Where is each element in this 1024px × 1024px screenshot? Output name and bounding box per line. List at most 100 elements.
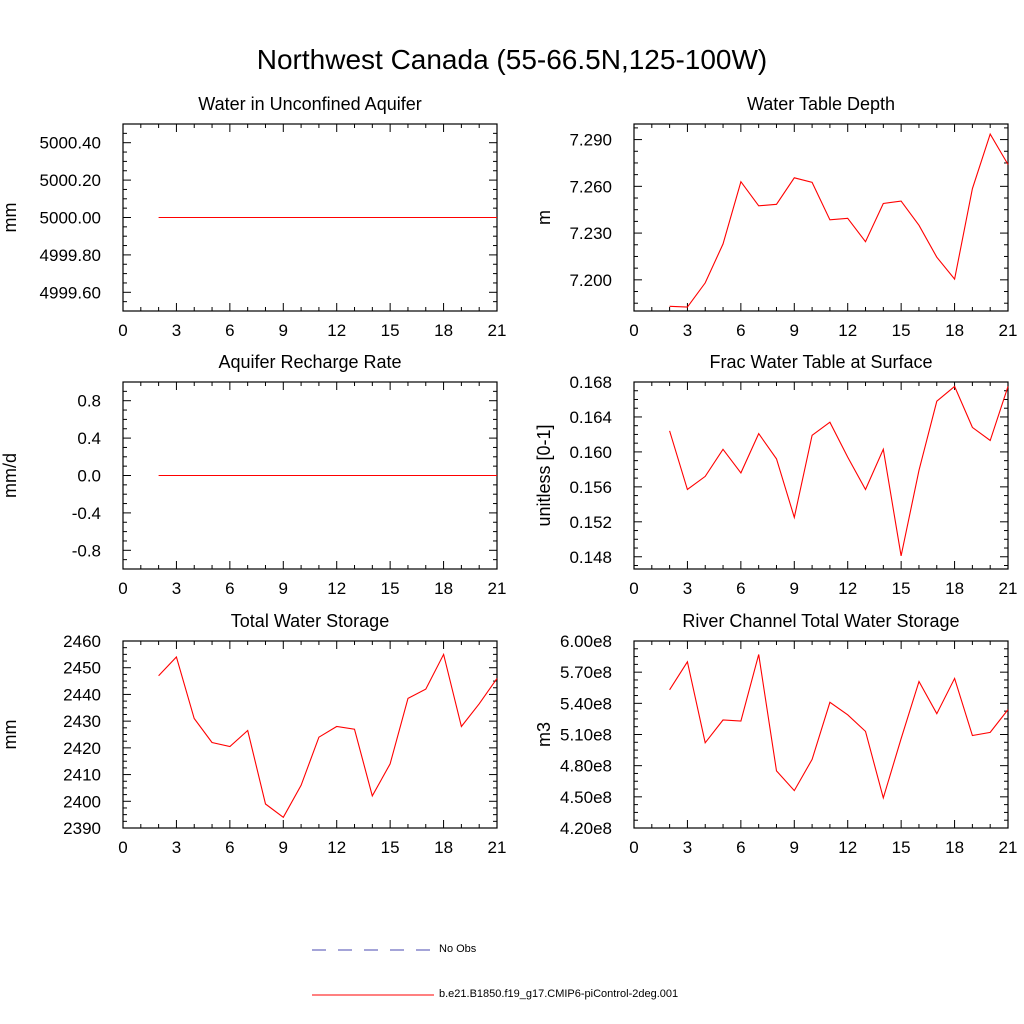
y-axis-label: mm bbox=[0, 720, 20, 750]
x-tick-label: 3 bbox=[172, 579, 181, 598]
panel-title: Water Table Depth bbox=[747, 94, 895, 114]
x-tick-label: 9 bbox=[279, 321, 288, 340]
y-tick-label: 5.70e8 bbox=[560, 663, 612, 682]
x-tick-label: 0 bbox=[629, 838, 638, 857]
x-tick-label: 21 bbox=[488, 321, 507, 340]
y-tick-label: 2450 bbox=[63, 659, 101, 678]
x-tick-label: 9 bbox=[279, 579, 288, 598]
y-axis-label: mm/d bbox=[0, 453, 20, 498]
y-tick-label: 2390 bbox=[63, 819, 101, 838]
x-tick-label: 6 bbox=[225, 321, 234, 340]
y-tick-label: 4.50e8 bbox=[560, 788, 612, 807]
x-tick-label: 6 bbox=[736, 579, 745, 598]
x-tick-label: 21 bbox=[999, 838, 1018, 857]
x-tick-label: 9 bbox=[790, 321, 799, 340]
y-tick-label: 5000.00 bbox=[40, 209, 101, 228]
x-tick-label: 9 bbox=[790, 579, 799, 598]
y-tick-label: 0.160 bbox=[569, 443, 612, 462]
x-tick-label: 18 bbox=[945, 838, 964, 857]
x-tick-label: 0 bbox=[118, 838, 127, 857]
y-tick-label: 2430 bbox=[63, 712, 101, 731]
x-tick-label: 21 bbox=[999, 579, 1018, 598]
y-axis-label: m bbox=[534, 210, 554, 225]
x-tick-label: 15 bbox=[381, 321, 400, 340]
x-tick-label: 0 bbox=[118, 579, 127, 598]
y-tick-label: 7.200 bbox=[569, 271, 612, 290]
series-line bbox=[669, 654, 1009, 800]
x-tick-label: 18 bbox=[945, 579, 964, 598]
series-line bbox=[669, 385, 1009, 557]
x-tick-label: 15 bbox=[381, 579, 400, 598]
x-tick-label: 12 bbox=[327, 579, 346, 598]
x-tick-label: 15 bbox=[381, 838, 400, 857]
y-tick-label: 4.20e8 bbox=[560, 819, 612, 838]
x-tick-label: 6 bbox=[225, 838, 234, 857]
x-tick-label: 12 bbox=[327, 321, 346, 340]
panel-title: Aquifer Recharge Rate bbox=[218, 352, 401, 372]
y-tick-label: 7.290 bbox=[569, 131, 612, 150]
legend-obs-line bbox=[312, 949, 434, 951]
y-tick-label: 4999.80 bbox=[40, 246, 101, 265]
y-axis-label: mm bbox=[0, 203, 20, 233]
y-tick-label: 5000.40 bbox=[40, 134, 101, 153]
y-tick-label: 7.260 bbox=[569, 177, 612, 196]
y-tick-label: 0.152 bbox=[569, 513, 612, 532]
plot-frame bbox=[633, 381, 1009, 570]
x-tick-label: 3 bbox=[172, 321, 181, 340]
panel-6: River Channel Total Water Storage 0 3 6 9 12 1… bbox=[534, 611, 1017, 857]
y-tick-label: 0.8 bbox=[77, 392, 101, 411]
y-tick-label: 4999.60 bbox=[40, 283, 101, 302]
y-tick-label: 0.0 bbox=[77, 467, 101, 486]
y-tick-label: 4.80e8 bbox=[560, 757, 612, 776]
x-tick-label: 9 bbox=[790, 838, 799, 857]
series-line bbox=[158, 652, 498, 819]
series-line bbox=[669, 132, 1009, 308]
y-tick-label: -0.4 bbox=[72, 504, 101, 523]
x-tick-label: 18 bbox=[434, 321, 453, 340]
y-tick-label: 0.4 bbox=[77, 429, 101, 448]
plot-frame bbox=[122, 640, 498, 829]
x-tick-label: 15 bbox=[892, 321, 911, 340]
y-tick-label: 2410 bbox=[63, 766, 101, 785]
x-tick-label: 6 bbox=[736, 321, 745, 340]
y-axis-label: m3 bbox=[534, 722, 554, 747]
x-tick-label: 3 bbox=[683, 838, 692, 857]
plot-frame bbox=[633, 640, 1009, 829]
x-tick-label: 15 bbox=[892, 838, 911, 857]
y-tick-label: 0.164 bbox=[569, 408, 612, 427]
x-tick-label: 15 bbox=[892, 579, 911, 598]
y-tick-label: 5000.20 bbox=[40, 171, 101, 190]
y-tick-label: 2400 bbox=[63, 792, 101, 811]
x-tick-label: 9 bbox=[279, 838, 288, 857]
x-tick-label: 3 bbox=[683, 579, 692, 598]
x-tick-label: 0 bbox=[118, 321, 127, 340]
main-title: Northwest Canada (55-66.5N,125-100W) bbox=[256, 44, 768, 75]
legend-obs-label: No Obs bbox=[439, 943, 477, 955]
y-tick-label: 2440 bbox=[63, 685, 101, 704]
y-tick-label: 0.168 bbox=[569, 373, 612, 392]
y-tick-label: 7.230 bbox=[569, 224, 612, 243]
x-tick-label: 3 bbox=[172, 838, 181, 857]
panel-1: Water in Unconfined Aquifer 0 3 6 9 12 15 18 21 4… bbox=[0, 94, 506, 340]
x-tick-label: 6 bbox=[225, 579, 234, 598]
plot-frame bbox=[633, 123, 1009, 312]
x-tick-label: 18 bbox=[945, 321, 964, 340]
x-tick-label: 6 bbox=[736, 838, 745, 857]
panel-title: Frac Water Table at Surface bbox=[709, 352, 932, 372]
x-tick-label: 18 bbox=[434, 838, 453, 857]
x-tick-label: 21 bbox=[488, 838, 507, 857]
x-tick-label: 12 bbox=[838, 838, 857, 857]
y-tick-label: 2460 bbox=[63, 632, 101, 651]
x-tick-label: 3 bbox=[683, 321, 692, 340]
x-tick-label: 0 bbox=[629, 579, 638, 598]
panel-2: Water Table Depth 0 3 6 9 12 15 18 21 7.200 7.230 7… bbox=[534, 94, 1017, 340]
x-tick-label: 0 bbox=[629, 321, 638, 340]
y-tick-label: 0.156 bbox=[569, 478, 612, 497]
panel-4: Frac Water Table at Surface 0 3 6 9 12 15 18 21 0… bbox=[534, 352, 1017, 598]
y-tick-label: 0.148 bbox=[569, 548, 612, 567]
x-tick-label: 12 bbox=[838, 321, 857, 340]
panel-title: Total Water Storage bbox=[231, 611, 389, 631]
x-tick-label: 21 bbox=[999, 321, 1018, 340]
panel-title: Water in Unconfined Aquifer bbox=[198, 94, 421, 114]
